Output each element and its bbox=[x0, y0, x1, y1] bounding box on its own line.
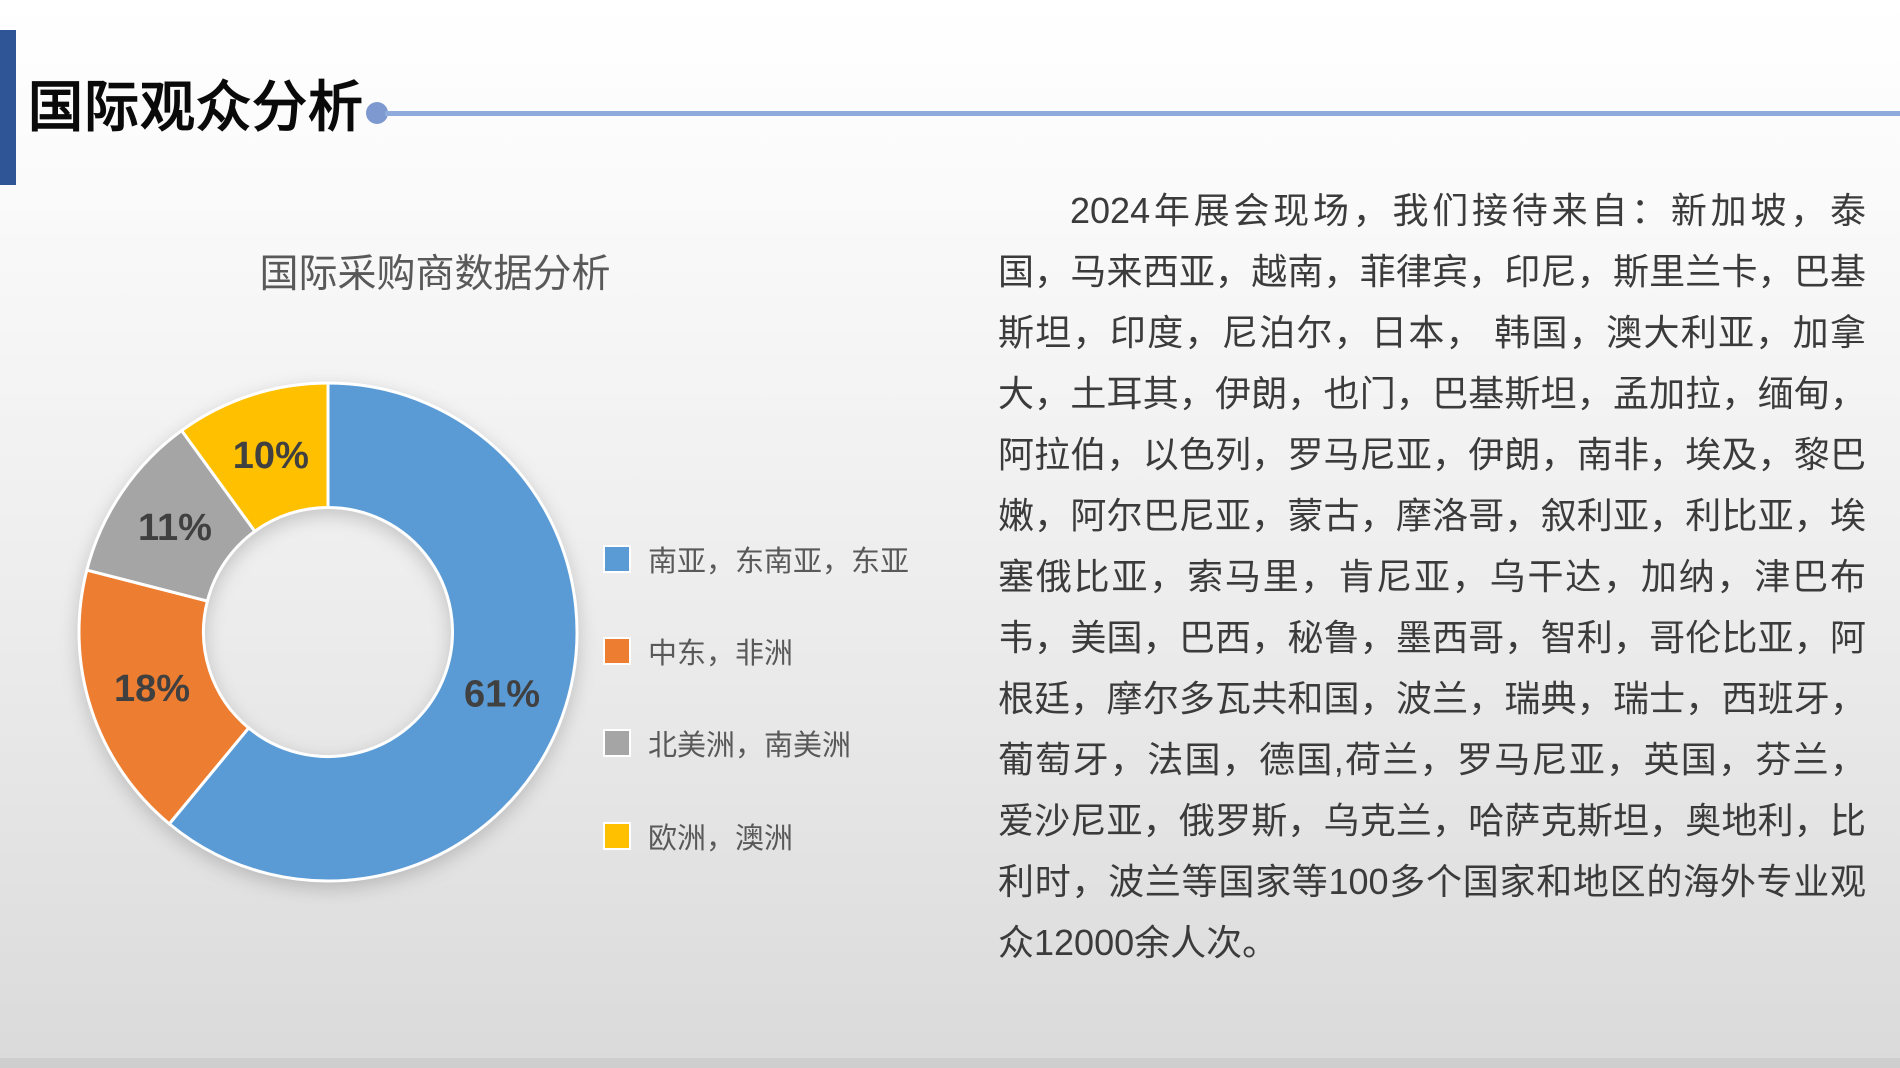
slide-bottom-edge bbox=[0, 1058, 1900, 1068]
slice-data-label: 61% bbox=[464, 674, 540, 716]
legend-item-3: 北美洲，南美洲 bbox=[603, 722, 851, 764]
donut-slice-2 bbox=[77, 568, 251, 826]
divider-line bbox=[385, 110, 1900, 116]
chart-legend: 南亚，东南亚，东亚 中东，非洲北美洲，南美洲 欧洲，澳洲 bbox=[603, 0, 1003, 1068]
legend-item-2: 中东，非洲 bbox=[603, 630, 793, 672]
legend-label: 北美洲，南美洲 bbox=[648, 730, 852, 762]
donut-slice-1 bbox=[167, 381, 579, 883]
legend-label: 欧洲，澳洲 bbox=[648, 823, 794, 855]
legend-item-4: 欧洲，澳洲 bbox=[603, 815, 793, 857]
body-text: 2024年展会现场，我们接待来自：新加坡，泰国，马来西亚，越南，菲律宾，印尼，斯… bbox=[998, 190, 1866, 963]
legend-swatch-icon bbox=[603, 822, 631, 850]
title-divider bbox=[366, 102, 1900, 124]
slice-data-label: 10% bbox=[233, 435, 309, 477]
legend-item-1: 南亚，东南亚，东亚 bbox=[603, 538, 909, 580]
slice-data-label: 11% bbox=[138, 507, 212, 549]
legend-label: 中东，非洲 bbox=[648, 638, 794, 670]
donut-chart: 61% 18% 11% 10% bbox=[77, 381, 579, 883]
title-accent-bar bbox=[0, 30, 16, 185]
legend-swatch-icon bbox=[603, 637, 631, 665]
chart-title: 国际采购商数据分析 bbox=[259, 253, 611, 296]
legend-swatch-icon bbox=[603, 545, 631, 573]
legend-swatch-icon bbox=[603, 729, 631, 757]
divider-dot-icon bbox=[366, 102, 388, 124]
slide-title: 国际观众分析 bbox=[28, 76, 365, 138]
legend-label: 南亚，东南亚，东亚 bbox=[648, 546, 910, 578]
donut-slice-4 bbox=[180, 381, 330, 533]
slice-data-label: 18% bbox=[114, 668, 190, 710]
